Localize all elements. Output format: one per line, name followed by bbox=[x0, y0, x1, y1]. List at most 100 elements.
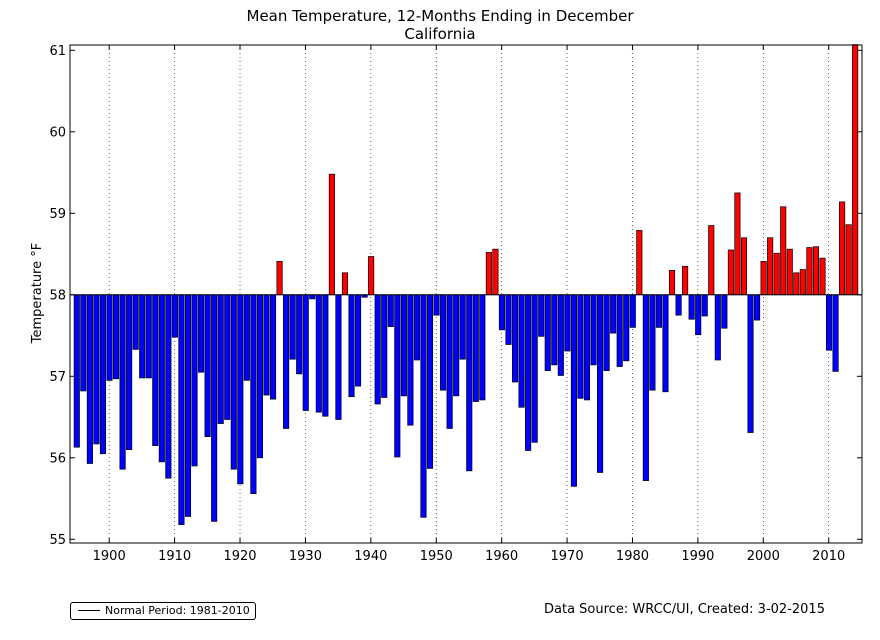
bar-1905 bbox=[139, 294, 146, 379]
bar-2014 bbox=[852, 44, 859, 296]
bar-2001 bbox=[767, 237, 774, 296]
bar-1989 bbox=[688, 294, 695, 320]
bar-1963 bbox=[518, 294, 525, 408]
bar-1969 bbox=[557, 294, 564, 376]
bar-1975 bbox=[597, 294, 604, 473]
x-tick-label: 1950 bbox=[420, 549, 453, 564]
bar-1968 bbox=[551, 294, 558, 366]
bar-1917 bbox=[217, 294, 224, 424]
bar-1934 bbox=[328, 173, 335, 296]
bar-1935 bbox=[335, 294, 342, 420]
y-tick-label: 58 bbox=[49, 288, 66, 303]
bar-1918 bbox=[224, 294, 231, 420]
bar-1990 bbox=[695, 294, 702, 336]
legend-label: Normal Period: 1981-2010 bbox=[105, 604, 250, 617]
bar-1974 bbox=[590, 294, 597, 366]
bar-1965 bbox=[531, 294, 538, 443]
bar-1950 bbox=[433, 294, 440, 316]
bar-1929 bbox=[296, 294, 303, 375]
bar-1910 bbox=[171, 294, 178, 338]
y-tick-label: 57 bbox=[49, 370, 66, 385]
x-tick-label: 2010 bbox=[812, 549, 845, 564]
bar-1997 bbox=[740, 237, 748, 296]
x-tick-label: 1990 bbox=[681, 549, 714, 564]
bar-1957 bbox=[479, 294, 486, 401]
x-tick-label: 1970 bbox=[551, 549, 584, 564]
x-tick-label: 1960 bbox=[485, 549, 518, 564]
bar-1945 bbox=[400, 294, 407, 397]
bar-1960 bbox=[498, 294, 506, 331]
plot-frame bbox=[69, 44, 863, 544]
x-tick-label: 2000 bbox=[747, 549, 780, 564]
bar-2012 bbox=[839, 201, 846, 296]
bar-1930 bbox=[302, 294, 309, 411]
bar-1916 bbox=[211, 294, 218, 522]
bar-1967 bbox=[544, 294, 551, 371]
x-tick-label: 1940 bbox=[354, 549, 387, 564]
bar-1998 bbox=[747, 294, 754, 433]
bar-1899 bbox=[99, 294, 107, 455]
grid-lines bbox=[108, 45, 830, 543]
chart-title: Mean Temperature, 12-Months Ending in De… bbox=[246, 7, 634, 25]
bar-1940 bbox=[368, 256, 375, 296]
bar-series bbox=[73, 44, 859, 525]
bar-1902 bbox=[119, 294, 126, 470]
legend: Normal Period: 1981-2010 bbox=[70, 602, 256, 620]
bar-1936 bbox=[341, 272, 349, 296]
bar-1931 bbox=[309, 294, 316, 300]
bar-1956 bbox=[472, 294, 479, 402]
bar-1970 bbox=[564, 294, 571, 352]
bar-1904 bbox=[132, 294, 139, 350]
bar-2004 bbox=[786, 248, 793, 296]
bar-1903 bbox=[126, 294, 133, 450]
x-tick-label: 1930 bbox=[289, 549, 322, 564]
bar-1942 bbox=[381, 294, 388, 398]
bar-1964 bbox=[525, 294, 532, 451]
bar-1947 bbox=[413, 294, 420, 361]
bar-1976 bbox=[603, 294, 610, 371]
y-tick-label: 60 bbox=[49, 125, 66, 140]
bar-1952 bbox=[446, 294, 453, 429]
bar-1987 bbox=[675, 294, 682, 316]
bar-1946 bbox=[407, 294, 414, 426]
bar-1962 bbox=[511, 294, 519, 383]
bar-1953 bbox=[453, 294, 460, 397]
bar-1949 bbox=[426, 294, 434, 469]
bar-1979 bbox=[623, 294, 630, 362]
bar-1938 bbox=[355, 294, 362, 387]
bar-1980 bbox=[629, 294, 636, 328]
bar-2011 bbox=[832, 294, 839, 372]
bar-1907 bbox=[152, 294, 159, 446]
bar-1895 bbox=[73, 294, 80, 448]
bar-1996 bbox=[734, 192, 741, 296]
bar-1920 bbox=[237, 294, 244, 485]
bar-1896 bbox=[80, 294, 87, 392]
bar-1948 bbox=[420, 294, 427, 518]
bar-2000 bbox=[760, 261, 767, 296]
x-tick-label: 1910 bbox=[158, 549, 191, 564]
bar-1977 bbox=[610, 294, 617, 334]
y-tick-label: 56 bbox=[49, 451, 66, 466]
bar-1971 bbox=[570, 294, 577, 487]
bar-1999 bbox=[754, 294, 761, 321]
bar-1915 bbox=[204, 294, 211, 437]
bar-1897 bbox=[86, 294, 93, 464]
bar-2002 bbox=[773, 252, 780, 296]
y-tick-label: 59 bbox=[49, 207, 66, 222]
bar-1901 bbox=[112, 294, 120, 380]
bar-1955 bbox=[466, 294, 473, 472]
bar-1933 bbox=[322, 294, 329, 417]
axis-ticks: 1900 1910 1920 1930 1940 1950 1960 1970 1980 1990… bbox=[49, 44, 862, 564]
legend-line-swatch bbox=[78, 610, 100, 611]
chart-subtitle: California bbox=[404, 25, 476, 43]
bar-1993 bbox=[714, 294, 721, 361]
bar-1924 bbox=[263, 294, 270, 396]
bar-2003 bbox=[780, 206, 787, 296]
bar-1984 bbox=[655, 294, 662, 328]
y-axis-label: Temperature °F bbox=[30, 243, 45, 344]
bar-1926 bbox=[276, 261, 283, 296]
bar-1951 bbox=[440, 294, 447, 391]
bar-1972 bbox=[577, 294, 584, 399]
bar-1898 bbox=[93, 294, 100, 445]
